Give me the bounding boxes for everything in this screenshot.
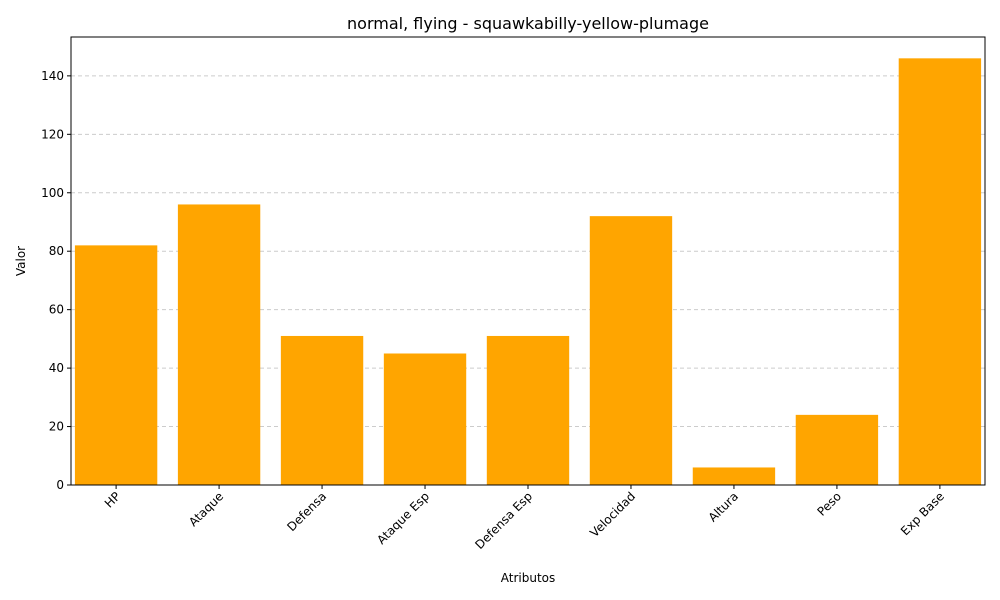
bar-altura [692,467,776,485]
bar-defensa [280,335,364,485]
y-tick-label: 40 [49,361,64,375]
x-axis: HP Ataque Defensa Ataque Esp Defensa Esp Velo… [102,485,947,552]
y-tick-label: 0 [56,478,64,492]
chart-title: normal, flying - squawkabilly-yellow-plu… [347,14,709,33]
x-tick-label: Peso [814,489,844,519]
x-tick-label: Exp Base [898,489,947,538]
bar-exp-base [898,58,982,485]
x-tick-label: Defensa [284,489,329,534]
bar-hp [74,245,158,485]
x-tick-label: Ataque [186,489,226,529]
bar-ataque-esp [383,353,467,485]
y-axis: 0 20 40 60 80 100 120 140 [41,69,71,492]
y-tick-label: 60 [49,303,64,317]
y-tick-label: 20 [49,420,64,434]
bar-velocidad [589,216,673,486]
y-axis-label: Valor [14,246,28,276]
y-tick-label: 120 [41,127,64,141]
bars [74,58,982,486]
x-tick-label: Velocidad [587,489,638,540]
y-tick-label: 140 [41,69,64,83]
bar-ataque [177,204,261,485]
x-tick-label: Altura [706,489,741,524]
x-tick-label: Ataque Esp [374,489,432,547]
bar-defensa-esp [486,335,570,485]
y-tick-label: 100 [41,186,64,200]
bar-peso [795,414,879,485]
x-axis-label: Atributos [501,571,556,585]
x-tick-label: Defensa Esp [472,489,535,552]
y-tick-label: 80 [49,244,64,258]
plot-frame [70,36,986,486]
x-tick-label: HP [102,489,123,510]
